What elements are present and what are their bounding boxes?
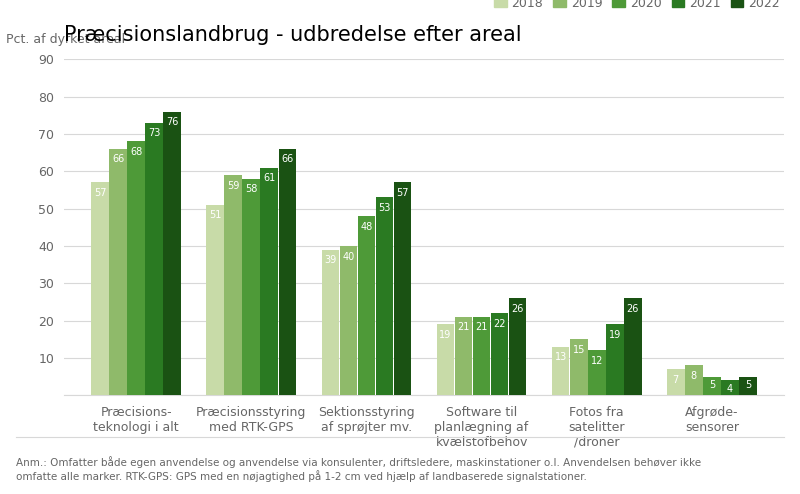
Bar xyxy=(509,298,526,395)
Text: 61: 61 xyxy=(263,173,275,183)
Text: 39: 39 xyxy=(324,255,337,265)
Text: 19: 19 xyxy=(609,330,621,340)
Bar xyxy=(454,317,472,395)
Text: 73: 73 xyxy=(148,128,160,138)
Text: 12: 12 xyxy=(590,356,603,366)
Text: 68: 68 xyxy=(130,147,142,157)
Bar xyxy=(685,366,702,395)
Bar xyxy=(242,179,260,395)
Bar xyxy=(624,298,642,395)
Text: 8: 8 xyxy=(690,371,697,381)
Bar xyxy=(490,313,509,395)
Text: 53: 53 xyxy=(378,203,390,213)
Bar xyxy=(278,149,296,395)
Text: 26: 26 xyxy=(626,304,639,314)
Text: 7: 7 xyxy=(673,374,679,385)
Text: 13: 13 xyxy=(554,352,566,362)
Text: 48: 48 xyxy=(360,222,373,232)
Bar xyxy=(163,112,181,395)
Text: 5: 5 xyxy=(745,380,751,390)
Bar xyxy=(552,347,570,395)
Bar xyxy=(261,167,278,395)
Bar xyxy=(703,376,721,395)
Text: Præcisionslandbrug - udbredelse efter areal: Præcisionslandbrug - udbredelse efter ar… xyxy=(64,25,522,44)
Text: 5: 5 xyxy=(709,380,715,390)
Bar xyxy=(146,123,163,395)
Bar xyxy=(376,198,394,395)
Bar xyxy=(322,249,339,395)
Bar xyxy=(206,205,224,395)
Text: 58: 58 xyxy=(245,184,258,194)
Text: 57: 57 xyxy=(396,188,409,198)
Text: 51: 51 xyxy=(209,210,222,220)
Bar xyxy=(127,141,145,395)
Bar xyxy=(739,376,757,395)
Text: Anm.: Omfatter både egen anvendelse og anvendelse via konsulenter, driftsledere,: Anm.: Omfatter både egen anvendelse og a… xyxy=(16,456,701,482)
Bar xyxy=(225,175,242,395)
Bar xyxy=(110,149,127,395)
Bar xyxy=(91,182,109,395)
Bar xyxy=(721,380,738,395)
Text: 19: 19 xyxy=(439,330,452,340)
Text: 21: 21 xyxy=(458,323,470,332)
Bar xyxy=(570,339,587,395)
Bar xyxy=(358,216,375,395)
Bar xyxy=(394,182,411,395)
Bar xyxy=(606,324,623,395)
Bar xyxy=(588,350,606,395)
Text: 57: 57 xyxy=(94,188,106,198)
Bar xyxy=(339,246,358,395)
Text: 40: 40 xyxy=(342,251,354,261)
Text: 15: 15 xyxy=(573,345,585,355)
Text: 59: 59 xyxy=(227,181,239,191)
Text: 21: 21 xyxy=(475,323,488,332)
Text: 4: 4 xyxy=(727,384,733,394)
Text: Pct. af dyrket areal: Pct. af dyrket areal xyxy=(6,33,126,46)
Text: 26: 26 xyxy=(511,304,524,314)
Text: 66: 66 xyxy=(282,155,294,165)
Bar xyxy=(667,369,685,395)
Legend: 2018, 2019, 2020, 2021, 2022: 2018, 2019, 2020, 2021, 2022 xyxy=(489,0,785,15)
Bar xyxy=(473,317,490,395)
Text: 22: 22 xyxy=(494,319,506,329)
Text: 66: 66 xyxy=(112,155,124,165)
Text: 76: 76 xyxy=(166,117,178,127)
Bar xyxy=(437,324,454,395)
